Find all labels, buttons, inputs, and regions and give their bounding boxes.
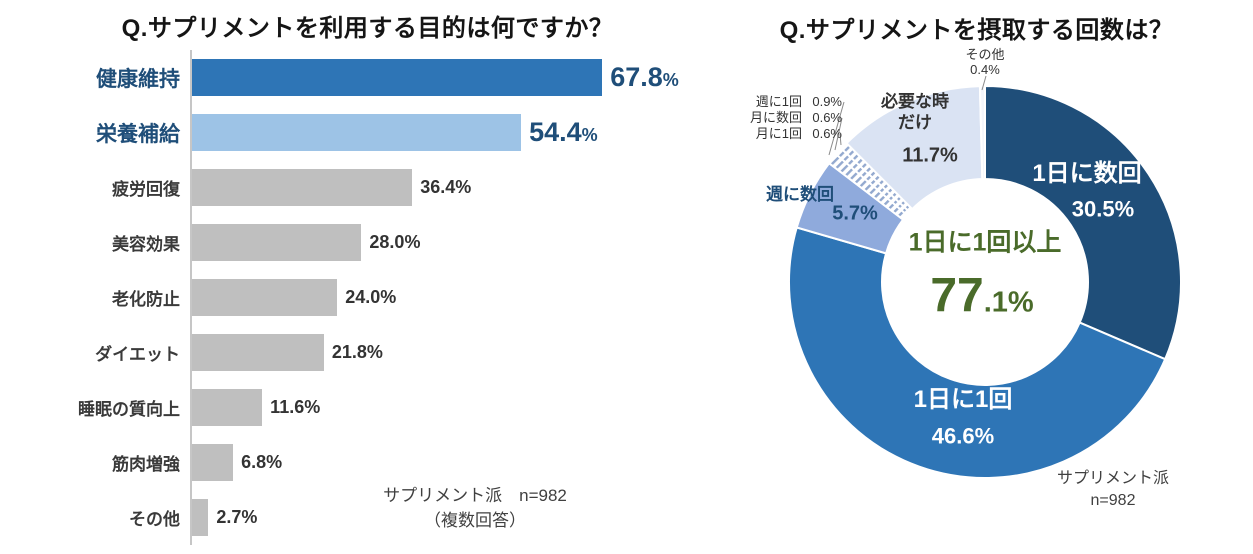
donut-slice-1 — [788, 226, 1167, 479]
bar-category-label: 健康維持 — [96, 67, 180, 91]
leader-line-week1 — [828, 101, 845, 156]
small-slice-row-other: その他 0.4% — [965, 47, 1005, 78]
small-slice-label: 月に数回 — [749, 110, 802, 125]
bar-row: 筋肉増強 6.8% — [10, 435, 690, 490]
small-slice-value: 0.9% — [812, 94, 842, 109]
donut-slice-label-weekly-several: 週に数回 — [766, 185, 834, 205]
donut-slice-label-when-needed: 必要な時だけ — [881, 91, 949, 132]
donut-slice-value-daily-several: 30.5% — [1071, 196, 1135, 222]
bar-chart-note-line2: （複数回答） — [424, 510, 526, 530]
donut-chart-note-line2: n=982 — [1090, 492, 1136, 510]
small-slice-value: 0.4% — [970, 61, 1000, 77]
bar-value-label: 24.0% — [345, 287, 397, 307]
bar — [192, 499, 209, 536]
bar-category-label: 美容効果 — [112, 235, 180, 254]
small-slice-label: 週に1回 — [755, 94, 802, 109]
small-slice-label: その他 — [965, 47, 1005, 62]
bar-track: 11.6% — [190, 380, 690, 435]
bar-track: 24.0% — [190, 270, 690, 325]
leader-line-month1 — [839, 133, 842, 146]
bar-value-label: 21.8% — [331, 342, 383, 362]
donut-slice-value-daily-once: 46.6% — [931, 423, 995, 449]
bar-track: 28.0% — [190, 215, 690, 270]
bar — [192, 59, 603, 96]
bar-row: 睡眠の質向上 11.6% — [10, 380, 690, 435]
bar-value-label: 2.7% — [216, 507, 258, 527]
bar-track: 21.8% — [190, 325, 690, 380]
small-slice-row-monthfew: 月に数回 0.6% — [738, 110, 842, 126]
small-slice-label-stack: 週に1回 0.9% 月に数回 0.6% 月に1回 0.6% — [738, 94, 842, 142]
donut-chart-note-line1: サプリメント派 — [1056, 470, 1169, 487]
bar-category-label: 栄養補給 — [96, 122, 180, 146]
donut-slice-7 — [978, 84, 986, 181]
bar-category-label: ダイエット — [95, 345, 180, 364]
bar-row: 美容効果 28.0% — [10, 215, 690, 270]
bar-value-label: 36.4% — [420, 177, 472, 197]
bar-value-label: 28.0% — [369, 232, 421, 252]
bar-category-label: 老化防止 — [112, 290, 180, 309]
donut-center-value: 77.1% — [930, 268, 1033, 323]
donut-slice-value-weekly-several: 5.7% — [832, 202, 878, 225]
donut-slice-0 — [984, 84, 1183, 361]
bar — [192, 114, 522, 151]
donut-slice-label-daily-once: 1日に1回 — [913, 386, 1013, 414]
bar-track: 67.8% — [190, 50, 690, 105]
leader-line-other — [981, 75, 987, 91]
donut-slices — [788, 84, 1183, 479]
bar-track: 54.4% — [190, 105, 690, 160]
donut-svg — [788, 75, 1183, 479]
bar — [192, 224, 362, 261]
bar-value-label: 54.4% — [529, 117, 598, 147]
small-slice-value: 0.6% — [812, 126, 842, 141]
bar-value-label: 6.8% — [241, 452, 283, 472]
bar-track: 36.4% — [190, 160, 690, 215]
bar-row: 老化防止 24.0% — [10, 270, 690, 325]
bar-track: 6.8% — [190, 435, 690, 490]
bar — [192, 334, 324, 371]
bar-track: 2.7% — [190, 490, 690, 545]
small-slice-row-month1: 月に1回 0.6% — [738, 126, 842, 142]
small-slice-label: 月に1回 — [755, 126, 802, 141]
donut-chart-note: サプリメント派 n=982 — [1003, 468, 1223, 513]
bar-chart: 健康維持 67.8% 栄養補給 54.4% 疲労回復 36.4% 美容効果 28.0% 老化防止… — [10, 50, 690, 545]
donut-slice-label-daily-several: 1日に数回 — [1032, 160, 1142, 188]
bar — [192, 169, 413, 206]
bar-row: 疲労回復 36.4% — [10, 160, 690, 215]
donut-center-value-decimal: .1% — [983, 286, 1034, 319]
bar-row: ダイエット 21.8% — [10, 325, 690, 380]
bar-value-label: 11.6% — [270, 397, 321, 417]
bar-chart-title: Q.サプリメントを利用する目的は何ですか？ — [121, 15, 614, 42]
bar — [192, 279, 338, 316]
bar-row: 栄養補給 54.4% — [10, 105, 690, 160]
bar-category-label: 疲労回復 — [112, 180, 180, 199]
bar-chart-note: サプリメント派 n=982 （複数回答） — [330, 484, 620, 533]
donut-chart: 1日に数回 30.5% 1日に1回 46.6% 週に数回 5.7% 必要な時だけ… — [750, 47, 1185, 482]
donut-center-label: 1日に1回以上 — [908, 228, 1062, 257]
small-slice-row-week1: 週に1回 0.9% — [738, 94, 842, 110]
bar-row: その他 2.7% — [10, 490, 690, 545]
bar — [192, 444, 234, 481]
leader-line-monthfew — [834, 117, 843, 151]
bar-value-label: 67.8% — [610, 62, 679, 92]
bar — [192, 389, 263, 426]
donut-slice-value-when-needed: 11.7% — [902, 144, 958, 167]
bar-chart-note-line1: サプリメント派 n=982 — [383, 486, 567, 505]
bar-category-label: その他 — [129, 510, 180, 529]
donut-chart-title: Q.サプリメントを摂取する回数は？ — [779, 17, 1174, 44]
small-slice-value: 0.6% — [812, 110, 842, 125]
bar-chart-panel: Q.サプリメントを利用する目的は何ですか？ 健康維持 67.8% 栄養補給 54.4%… — [10, 15, 690, 545]
bar-category-label: 睡眠の質向上 — [78, 400, 180, 419]
donut-chart-panel: Q.サプリメントを摂取する回数は？ 1日に数回 — [700, 0, 1253, 554]
leader-lines — [828, 75, 987, 156]
bar-category-label: 筋肉増強 — [112, 455, 180, 474]
bar-row: 健康維持 67.8% — [10, 50, 690, 105]
donut-center-value-number: 77 — [930, 269, 984, 323]
